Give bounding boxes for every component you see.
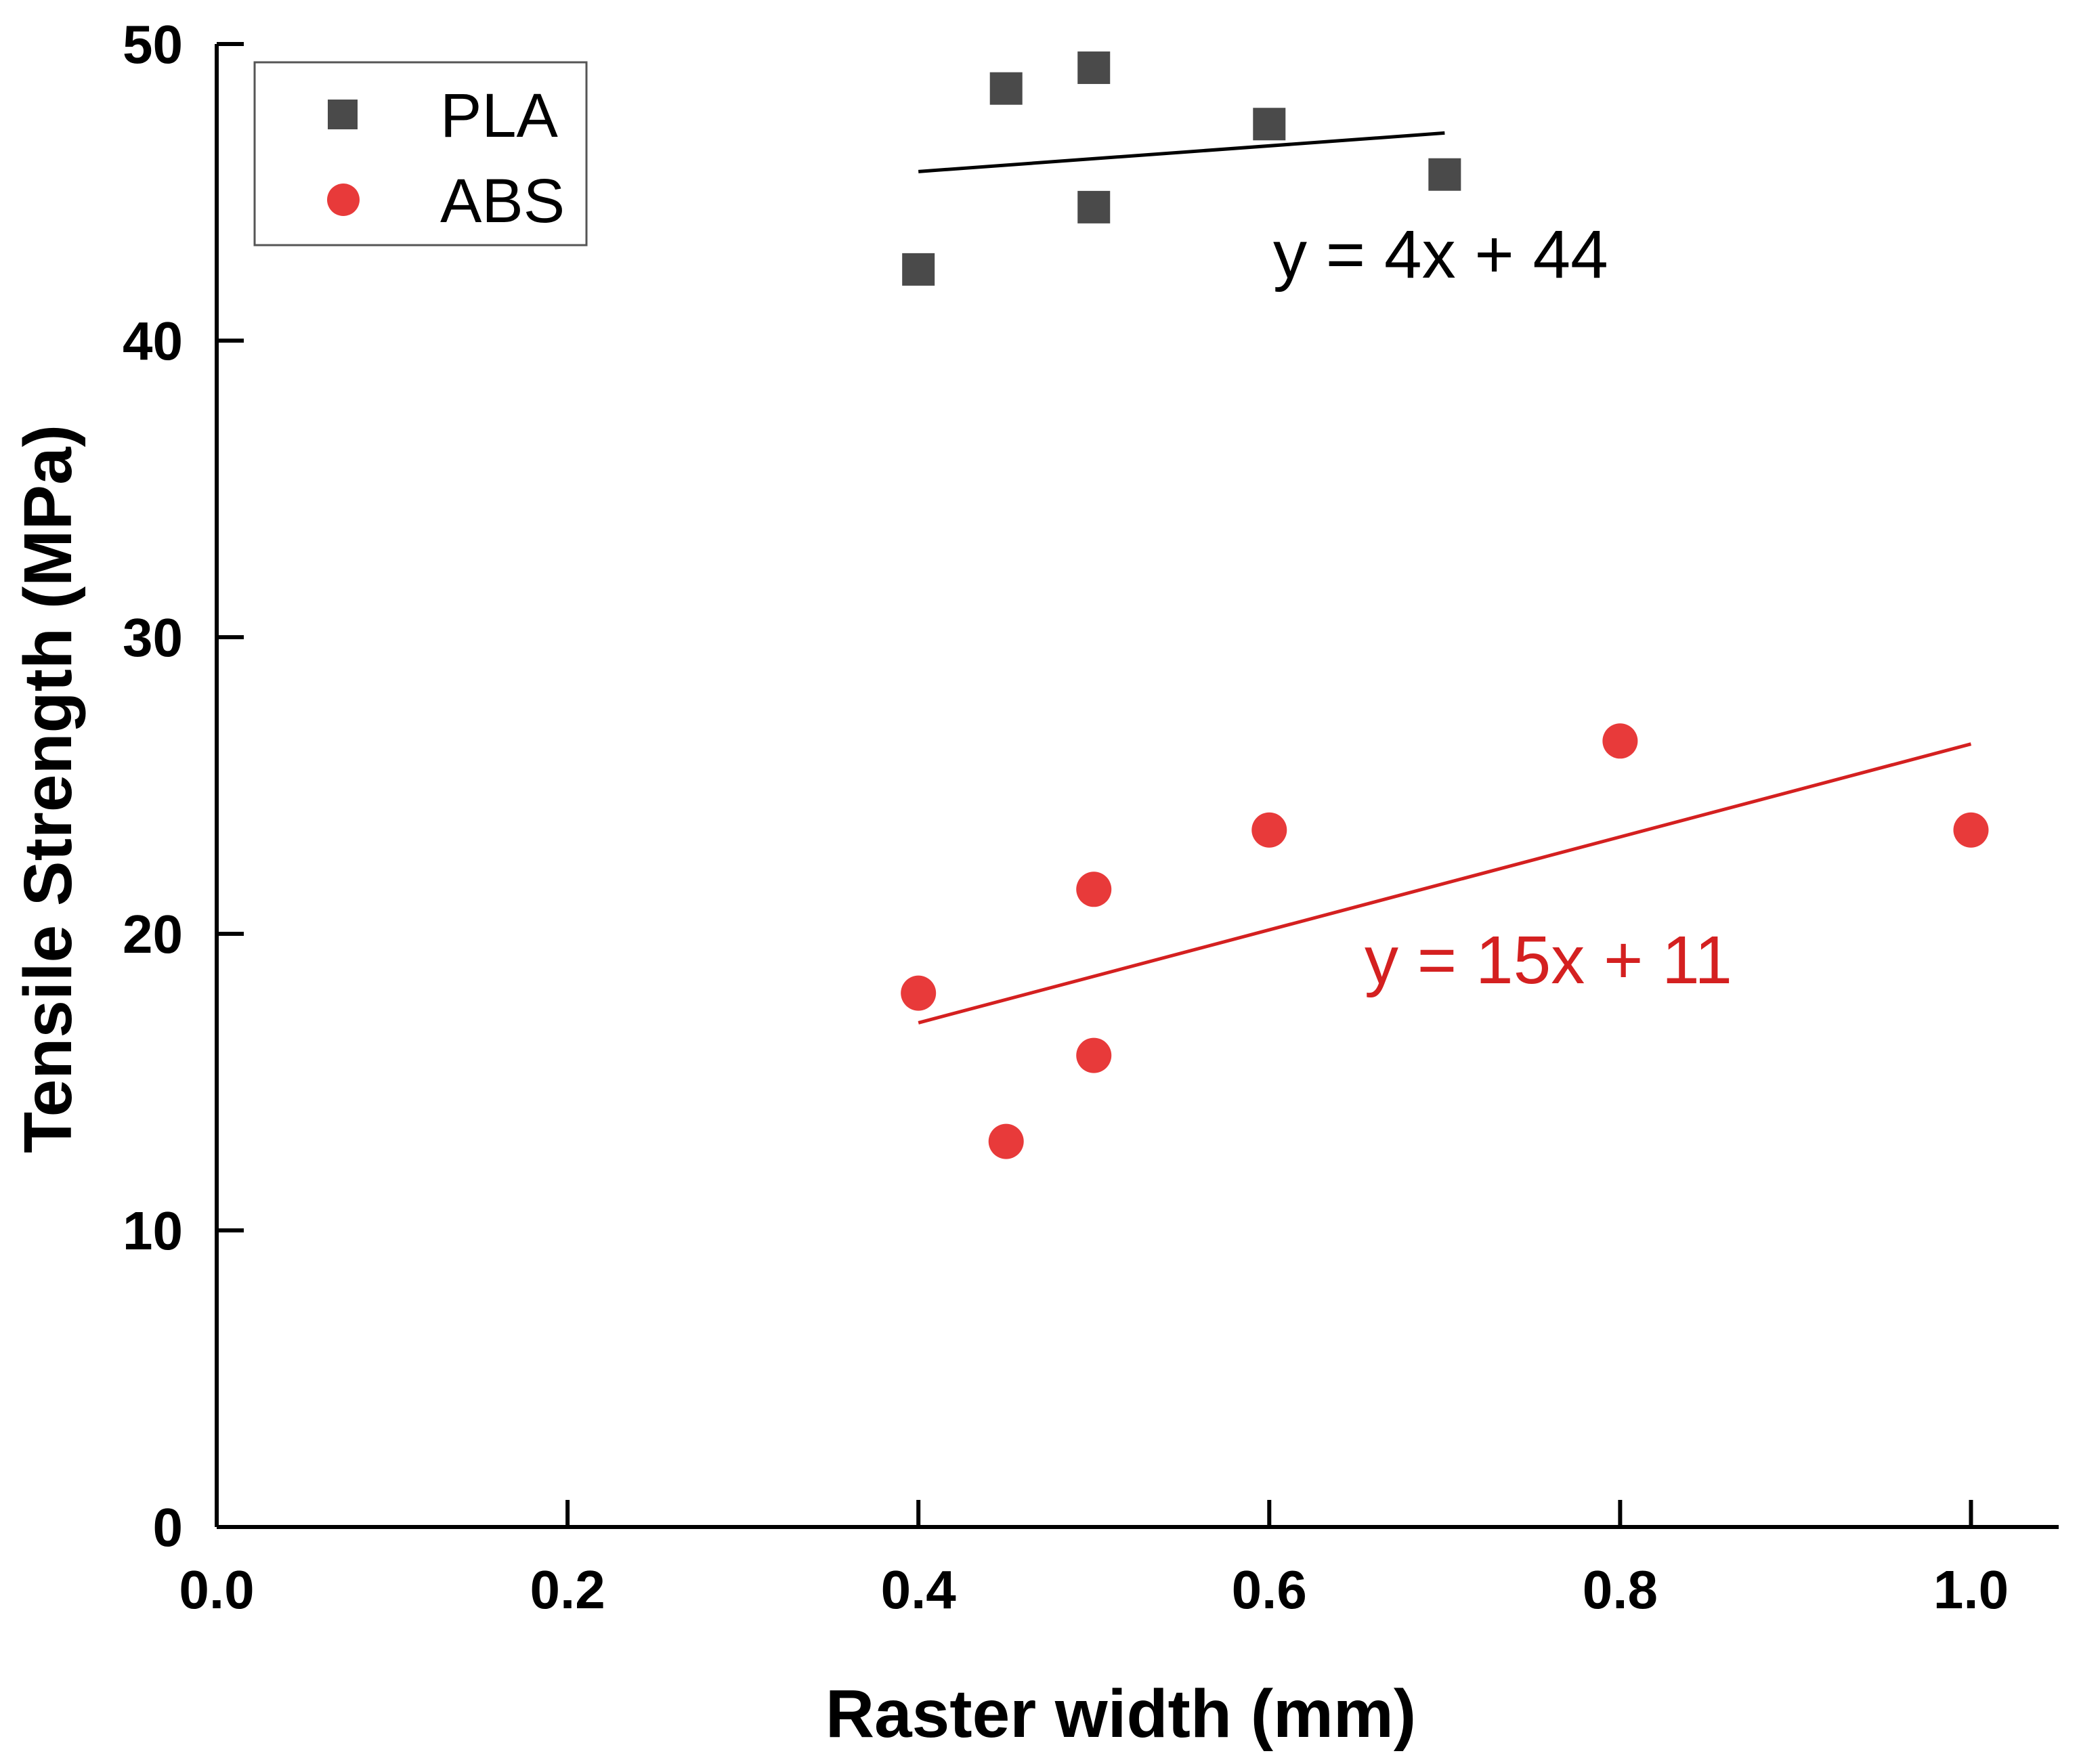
pla-fit-equation: y = 4x + 44 xyxy=(1273,217,1608,293)
y-tick-label: 30 xyxy=(123,607,183,668)
legend: PLA ABS xyxy=(253,61,588,246)
y-tick-label: 40 xyxy=(123,311,183,371)
x-tick-label: 1.0 xyxy=(1933,1559,2009,1620)
fit-lines xyxy=(918,131,1972,1025)
abs-point xyxy=(1076,872,1112,907)
axes xyxy=(215,44,2059,1529)
abs-point xyxy=(1076,1037,1112,1073)
abs-point xyxy=(988,1123,1024,1159)
x-tick-label: 0.6 xyxy=(1232,1559,1307,1620)
abs-point xyxy=(901,975,937,1011)
abs-fit-equation: y = 15x + 11 xyxy=(1365,922,1732,998)
data-points xyxy=(901,51,1989,1159)
abs-point xyxy=(1251,812,1287,848)
y-ticks: 0 10 20 30 40 50 xyxy=(123,14,244,1557)
pla-point xyxy=(1077,190,1111,223)
legend-marker-pla xyxy=(328,100,358,129)
legend-label-abs: ABS xyxy=(440,167,565,236)
x-ticks: 0.0 0.2 0.4 0.6 0.8 1.0 xyxy=(179,1500,2009,1620)
y-tick-label: 50 xyxy=(123,14,183,74)
x-tick-label: 0.4 xyxy=(881,1559,957,1620)
x-tick-label: 0.0 xyxy=(179,1559,254,1620)
y-tick-label: 20 xyxy=(123,904,183,964)
legend-label-pla: PLA xyxy=(440,81,559,150)
abs-point xyxy=(1602,723,1638,759)
x-axis-title: Raster width (mm) xyxy=(826,1676,1416,1752)
pla-fit-line xyxy=(918,131,1445,173)
pla-point xyxy=(1253,108,1286,141)
x-tick-label: 0.8 xyxy=(1583,1559,1658,1620)
pla-point xyxy=(1077,51,1111,85)
abs-point xyxy=(1953,812,1989,848)
legend-marker-abs xyxy=(327,184,360,216)
x-tick-label: 0.2 xyxy=(530,1559,605,1620)
pla-point xyxy=(989,72,1023,105)
legend-box xyxy=(253,61,588,246)
y-tick-label: 10 xyxy=(123,1201,183,1261)
y-tick-label: 0 xyxy=(153,1497,184,1557)
pla-point xyxy=(1428,158,1461,191)
y-axis-title: Tensile Strength (MPa) xyxy=(10,425,86,1153)
abs-fit-line xyxy=(918,742,1972,1025)
pla-point xyxy=(902,253,935,286)
